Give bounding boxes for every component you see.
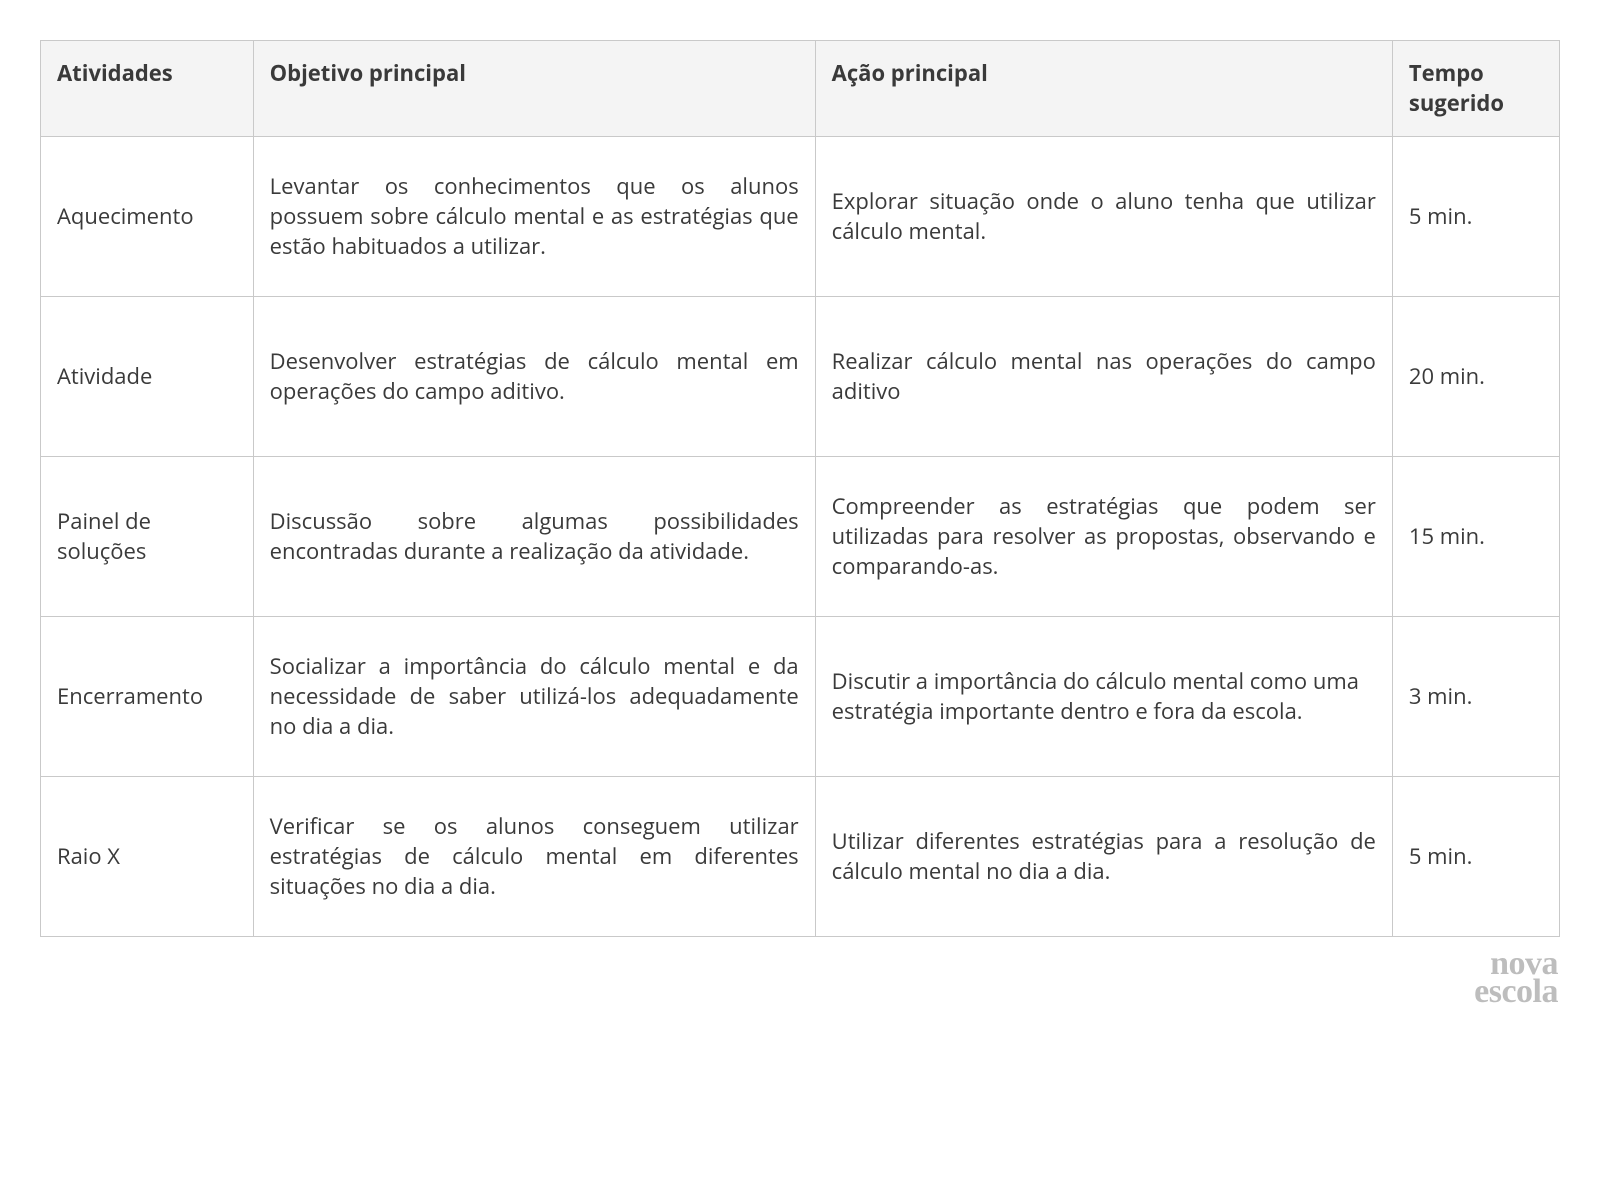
col-header-acao: Ação principal xyxy=(815,41,1392,137)
brand-line2: escola xyxy=(1474,978,1558,1007)
cell-objetivo: Levantar os conhecimentos que os alunos … xyxy=(253,137,815,297)
cell-atividade: Raio X xyxy=(41,777,254,937)
cell-tempo: 3 min. xyxy=(1392,617,1559,777)
table-body: Aquecimento Levantar os conhecimentos qu… xyxy=(41,137,1560,937)
cell-acao: Compreender as estratégias que podem ser… xyxy=(815,457,1392,617)
cell-objetivo: Discussão sobre algumas possibilidades e… xyxy=(253,457,815,617)
activities-table: Atividades Objetivo principal Ação princ… xyxy=(40,40,1560,937)
table-row: Atividade Desenvolver estratégias de cál… xyxy=(41,297,1560,457)
table-row: Raio X Verificar se os alunos conseguem … xyxy=(41,777,1560,937)
cell-acao: Explorar situação onde o aluno tenha que… xyxy=(815,137,1392,297)
header-row: Atividades Objetivo principal Ação princ… xyxy=(41,41,1560,137)
cell-objetivo: Verificar se os alunos conseguem utiliza… xyxy=(253,777,815,937)
cell-tempo: 5 min. xyxy=(1392,777,1559,937)
cell-atividade: Atividade xyxy=(41,297,254,457)
cell-tempo: 15 min. xyxy=(1392,457,1559,617)
col-header-objetivo: Objetivo principal xyxy=(253,41,815,137)
cell-atividade: Aquecimento xyxy=(41,137,254,297)
cell-tempo: 20 min. xyxy=(1392,297,1559,457)
table-row: Aquecimento Levantar os conhecimentos qu… xyxy=(41,137,1560,297)
col-header-atividades: Atividades xyxy=(41,41,254,137)
table-head: Atividades Objetivo principal Ação princ… xyxy=(41,41,1560,137)
cell-acao: Realizar cálculo mental nas operações do… xyxy=(815,297,1392,457)
brand-logo: nova escola xyxy=(1474,950,1558,1008)
cell-atividade: Painel de soluções xyxy=(41,457,254,617)
cell-objetivo: Desenvolver estratégias de cálculo menta… xyxy=(253,297,815,457)
table-row: Encerramento Socializar a importância do… xyxy=(41,617,1560,777)
page-wrap: Atividades Objetivo principal Ação princ… xyxy=(40,40,1560,937)
cell-acao: Discutir a importância do cálculo mental… xyxy=(815,617,1392,777)
cell-acao: Utilizar diferentes estratégias para a r… xyxy=(815,777,1392,937)
cell-atividade: Encerramento xyxy=(41,617,254,777)
cell-objetivo: Socializar a importância do cálculo ment… xyxy=(253,617,815,777)
table-row: Painel de soluções Discussão sobre algum… xyxy=(41,457,1560,617)
col-header-tempo: Tempo sugerido xyxy=(1392,41,1559,137)
cell-tempo: 5 min. xyxy=(1392,137,1559,297)
